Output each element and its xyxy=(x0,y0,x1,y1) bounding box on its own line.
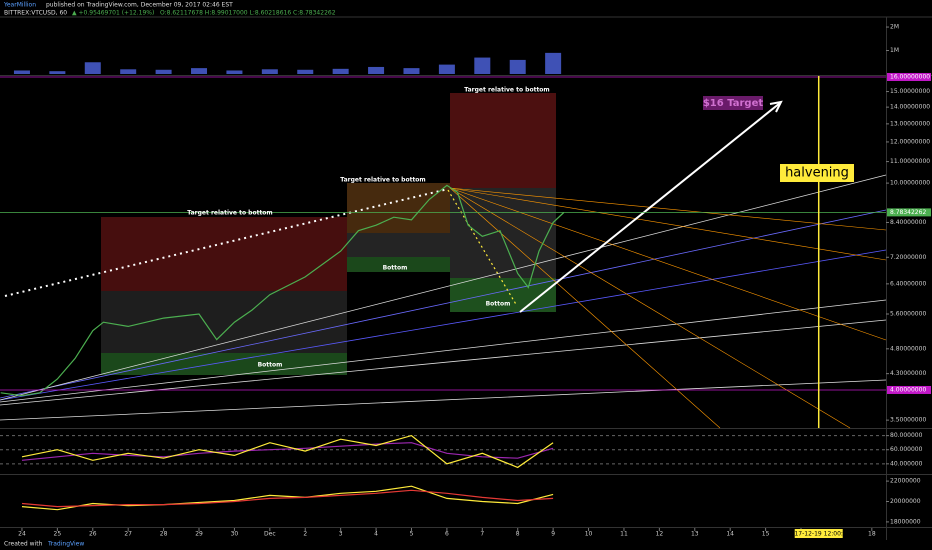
x-tick-label: 4 xyxy=(374,531,378,538)
event-tag xyxy=(794,529,843,538)
x-tick-label: 10 xyxy=(585,531,593,538)
y-tick-label: 40.000000 xyxy=(890,460,923,467)
annotation: Target relative to bottom xyxy=(464,87,549,94)
target-box xyxy=(703,96,763,110)
volume-bar xyxy=(509,59,526,74)
target-label: $16 Target xyxy=(703,98,764,109)
y-tick-label: 20000000 xyxy=(890,498,921,505)
x-tick-label: 28 xyxy=(160,531,168,538)
y-tick-label: 1M xyxy=(890,47,899,54)
annotation: Target relative to bottom xyxy=(187,210,272,217)
y-tick-label: 4.80000000 xyxy=(890,345,926,352)
author: YearMillion xyxy=(3,2,36,9)
level-tag xyxy=(887,208,931,217)
y-tick-label: 8.40000000 xyxy=(890,219,926,226)
published: published on TradingView.com, December 0… xyxy=(46,2,233,9)
volume-bar xyxy=(332,68,349,74)
volume-bar xyxy=(226,70,243,74)
volume-bar xyxy=(13,70,30,74)
x-tick-label: 9 xyxy=(551,531,555,538)
y-tick-label: 5.60000000 xyxy=(890,311,926,318)
y-tick-label: 13.00000000 xyxy=(890,120,930,127)
volume-bar xyxy=(191,68,208,74)
level-label: 16.00000000 xyxy=(890,73,930,80)
x-tick-label: 2 xyxy=(303,531,307,538)
volume-bar xyxy=(84,62,101,74)
panel-borders xyxy=(0,16,932,540)
x-tick-label: 5 xyxy=(410,531,414,538)
volume-bar xyxy=(155,69,172,74)
level-label: 8.78342262 xyxy=(890,209,926,216)
halvening-box xyxy=(780,164,854,182)
y-tick-label: 11.00000000 xyxy=(890,158,930,165)
x-tick-label: 6 xyxy=(445,531,449,538)
volume-bar xyxy=(120,69,137,74)
series-line xyxy=(21,442,554,461)
series-line xyxy=(21,434,554,469)
volume-bar xyxy=(545,52,562,74)
level-tag xyxy=(887,385,931,394)
x-tick-label: 13 xyxy=(691,531,699,538)
annotation: Bottom xyxy=(486,301,511,308)
x-tick-label: 27 xyxy=(124,531,132,538)
volume-bar xyxy=(368,66,385,74)
y-tick-label: 7.20000000 xyxy=(890,254,926,261)
x-tick-label: 3 xyxy=(339,531,343,538)
volume-bar xyxy=(297,69,314,74)
x-tick-label: 12 xyxy=(656,531,664,538)
y-tick-label: 22000000 xyxy=(890,478,921,485)
x-tick-label: 14 xyxy=(726,531,734,538)
x-tick-label: 11 xyxy=(620,531,628,538)
position-boxes xyxy=(101,93,556,375)
volume-bar xyxy=(261,69,278,74)
y-tick-label: 60.000000 xyxy=(890,446,923,453)
volume-bar xyxy=(474,57,491,74)
footer: Created with xyxy=(4,541,43,548)
volume-bar xyxy=(403,68,420,74)
y-tick-label: 14.00000000 xyxy=(890,104,930,111)
x-tick-label: 29 xyxy=(195,531,203,538)
volume-bar xyxy=(49,71,66,74)
brand: TradingView xyxy=(47,541,84,548)
trend-lines xyxy=(0,100,887,429)
level-label: 4.00000000 xyxy=(890,386,926,393)
series-line xyxy=(0,184,565,397)
symbol: BITTREX:VTCUSD, 60 xyxy=(4,10,67,17)
y-tick-label: 12.00000000 xyxy=(890,138,930,145)
volume-bar xyxy=(438,64,455,74)
x-tick-label: 26 xyxy=(89,531,97,538)
y-tick-label: 80.000000 xyxy=(890,432,923,439)
y-tick-label: 3.50000000 xyxy=(890,417,926,424)
annotation: Target relative to bottom xyxy=(340,177,425,184)
level-tag xyxy=(887,72,931,81)
series-line xyxy=(21,489,554,508)
ohlc: O:8.62117678 H:8.99017000 L:8.60218616 C… xyxy=(160,10,336,17)
y-tick-label: 15.00000000 xyxy=(890,88,930,95)
y-tick-label: 2M xyxy=(890,24,899,31)
annotation: Bottom xyxy=(383,265,408,272)
halvening-label: halvening xyxy=(785,166,849,181)
change: ▲ +0.95469701 (+12.19%) xyxy=(72,10,154,17)
y-tick-label: 18000000 xyxy=(890,518,921,525)
y-tick-label: 4.30000000 xyxy=(890,370,926,377)
y-tick-label: 10.00000000 xyxy=(890,180,930,187)
x-tick-label: 30 xyxy=(231,531,239,538)
x-tick-label: 25 xyxy=(54,531,62,538)
x-tick-label: 18 xyxy=(868,531,876,538)
x-tick-label: Dec xyxy=(264,531,276,538)
x-tick-label: 15 xyxy=(762,531,770,538)
x-tick-label: 24 xyxy=(18,531,26,538)
x-tick-label: 7 xyxy=(480,531,484,538)
x-tick-label: 8 xyxy=(516,531,520,538)
annotation: Bottom xyxy=(258,362,283,369)
event-label: 2017-12-19 12:00:00 xyxy=(787,531,851,538)
y-tick-label: 6.40000000 xyxy=(890,280,926,287)
